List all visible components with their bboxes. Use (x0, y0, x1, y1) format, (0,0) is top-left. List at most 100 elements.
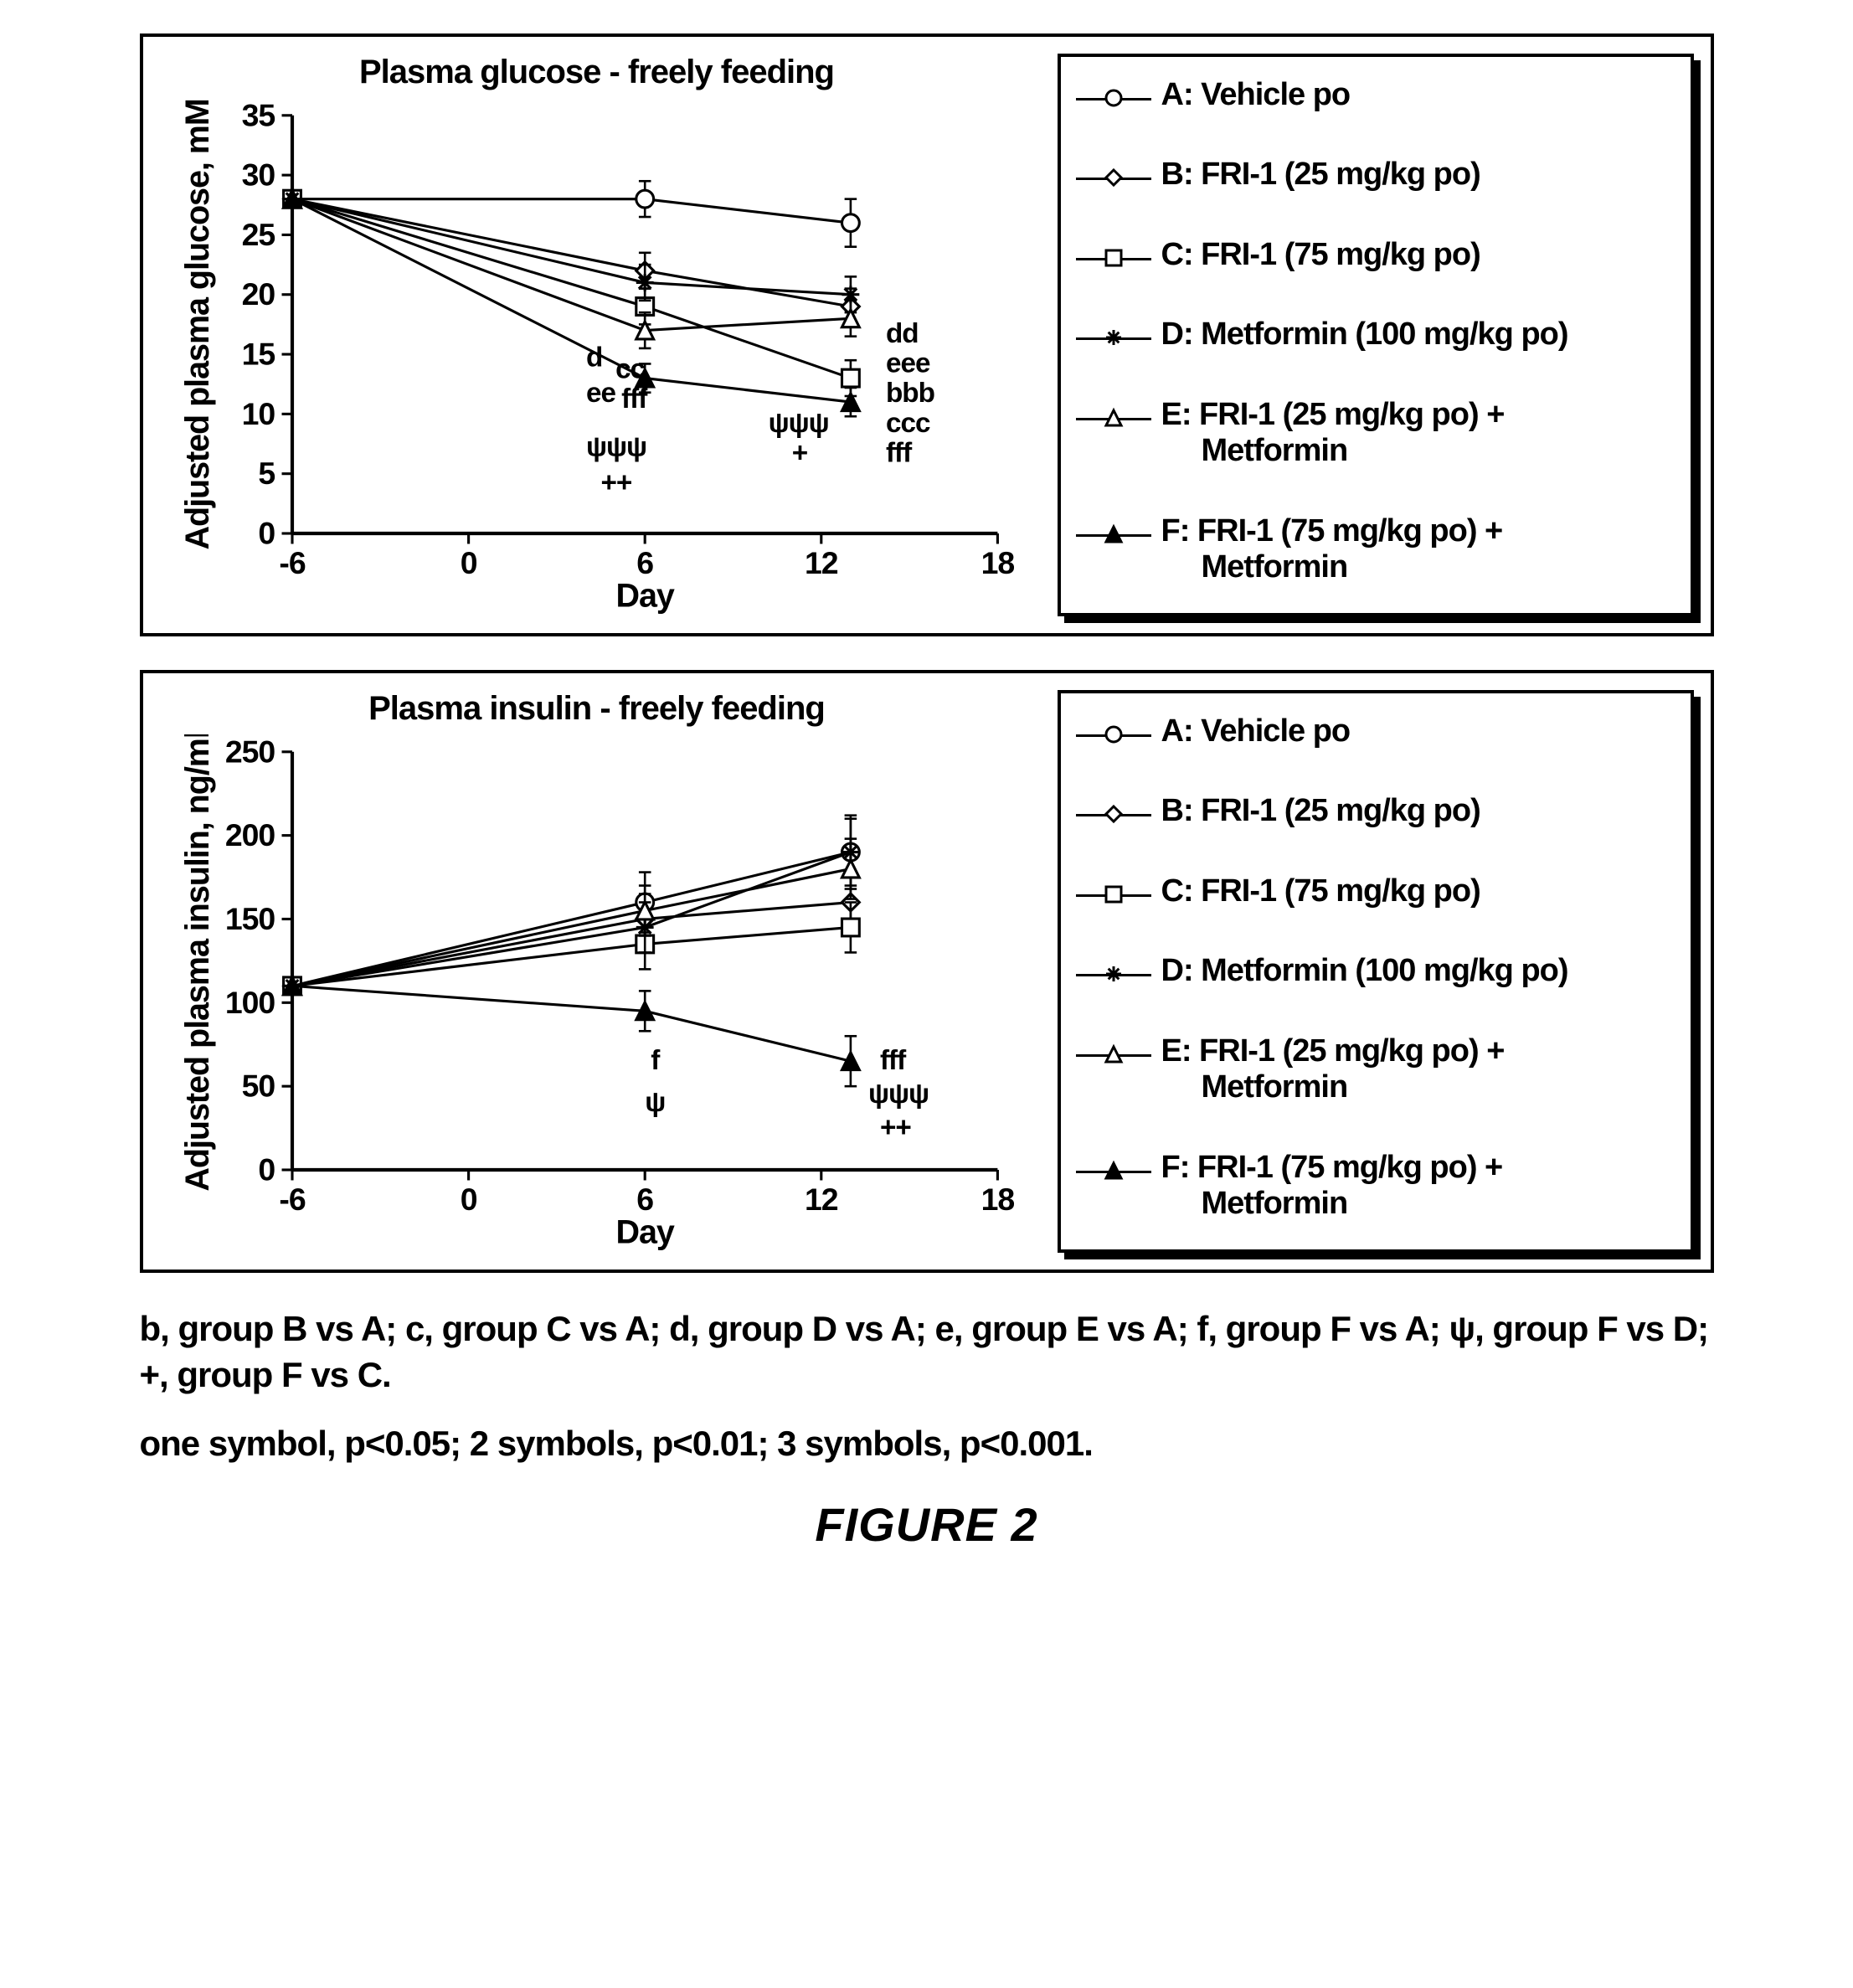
legend-marker-A (1076, 718, 1151, 750)
insulin-chart-area: Plasma insulin - freely feeding 0 50 100 15… (160, 690, 1034, 1253)
svg-text:30: 30 (241, 157, 275, 193)
insulin-panel: Plasma insulin - freely feeding 0 50 100 15… (140, 670, 1714, 1273)
legend-marker-E (1076, 402, 1151, 434)
svg-text:0: 0 (258, 1151, 275, 1187)
legend-marker-B (1076, 798, 1151, 830)
svg-text:++: ++ (600, 467, 631, 498)
caption-block: b, group B vs A; c, group C vs A; d, gro… (140, 1306, 1714, 1467)
svg-text:50: 50 (241, 1069, 275, 1104)
glucose-title: Plasma glucose - freely feeding (160, 54, 1034, 91)
svg-text:35: 35 (241, 98, 275, 132)
svg-text:dd: dd (886, 318, 919, 349)
svg-text:6: 6 (636, 1182, 653, 1217)
legend-item-C: C: FRI-1 (75 mg/kg po) (1076, 237, 1675, 274)
legend-label-B: B: FRI-1 (25 mg/kg po) (1161, 157, 1675, 193)
legend-label-A: A: Vehicle po (1161, 77, 1675, 114)
legend-item-C: C: FRI-1 (75 mg/kg po) (1076, 873, 1675, 910)
legend-marker-C (1076, 878, 1151, 910)
glucose-svg-wrap: 05101520253035-6061218DayAdjusted plasma… (160, 98, 1034, 621)
svg-text:fff: fff (886, 437, 913, 468)
caption-spacer (140, 1398, 1714, 1421)
svg-text:250: 250 (224, 734, 275, 769)
svg-text:ψψψ: ψψψ (586, 431, 646, 462)
legend-label-D: D: Metformin (100 mg/kg po) (1161, 317, 1675, 353)
glucose-chart-area: Plasma glucose - freely feeding 0 5 10 15 20… (160, 54, 1034, 616)
legend-item-F: F: FRI-1 (75 mg/kg po) +Metformin (1076, 1150, 1675, 1223)
svg-text:20: 20 (241, 276, 275, 312)
svg-text:0: 0 (460, 545, 476, 580)
svg-text:5: 5 (258, 456, 275, 491)
svg-text:Adjusted plasma glucose, mM: Adjusted plasma glucose, mM (179, 99, 216, 549)
legend-marker-D (1076, 958, 1151, 990)
insulin-svg-wrap: 050100150200250-6061218DayAdjusted plasm… (160, 734, 1034, 1257)
svg-text:6: 6 (636, 545, 653, 580)
svg-text:fff: fff (621, 384, 648, 415)
legend-item-D: D: Metformin (100 mg/kg po) (1076, 953, 1675, 990)
svg-text:Day: Day (615, 577, 674, 614)
svg-text:-6: -6 (279, 1182, 305, 1217)
legend-marker-A (1076, 82, 1151, 114)
caption-line-1: b, group B vs A; c, group C vs A; d, gro… (140, 1306, 1714, 1352)
svg-text:25: 25 (241, 217, 275, 252)
legend-marker-B (1076, 162, 1151, 193)
legend-marker-F (1076, 1155, 1151, 1187)
svg-text:eee: eee (886, 348, 930, 379)
legend-label-C: C: FRI-1 (75 mg/kg po) (1161, 873, 1675, 910)
legend-label-D: D: Metformin (100 mg/kg po) (1161, 953, 1675, 990)
svg-text:Adjusted plasma insulin, ng/ml: Adjusted plasma insulin, ng/ml (179, 734, 216, 1192)
legend-marker-F (1076, 518, 1151, 550)
legend-item-B: B: FRI-1 (25 mg/kg po) (1076, 157, 1675, 193)
legend-item-E: E: FRI-1 (25 mg/kg po) +Metformin (1076, 397, 1675, 470)
legend-label-F: F: FRI-1 (75 mg/kg po) +Metformin (1161, 513, 1675, 586)
glucose-panel: Plasma glucose - freely feeding 0 5 10 15 20… (140, 33, 1714, 636)
insulin-legend: A: Vehicle po B: FRI-1 (25 mg/kg po) C: FR… (1058, 690, 1694, 1253)
svg-text:ψ: ψ (645, 1087, 665, 1118)
svg-text:-6: -6 (279, 545, 305, 580)
caption-line-2: +, group F vs C. (140, 1352, 1714, 1398)
insulin-title: Plasma insulin - freely feeding (160, 690, 1034, 728)
svg-text:0: 0 (460, 1182, 476, 1217)
svg-text:++: ++ (880, 1112, 911, 1143)
legend-label-A: A: Vehicle po (1161, 713, 1675, 750)
svg-text:ψψψ: ψψψ (867, 1079, 928, 1110)
svg-text:fff: fff (880, 1045, 907, 1076)
insulin-svg: 050100150200250-6061218DayAdjusted plasm… (160, 734, 1034, 1257)
svg-text:150: 150 (224, 901, 275, 936)
legend-label-B: B: FRI-1 (25 mg/kg po) (1161, 793, 1675, 830)
svg-text:200: 200 (224, 817, 275, 852)
svg-text:12: 12 (805, 1182, 838, 1217)
legend-label-E: E: FRI-1 (25 mg/kg po) +Metformin (1161, 1033, 1675, 1106)
svg-text:ψψψ: ψψψ (768, 408, 828, 439)
legend-item-A: A: Vehicle po (1076, 713, 1675, 750)
svg-text:cc: cc (615, 354, 645, 385)
legend-item-B: B: FRI-1 (25 mg/kg po) (1076, 793, 1675, 830)
legend-item-F: F: FRI-1 (75 mg/kg po) +Metformin (1076, 513, 1675, 586)
caption-line-3: one symbol, p<0.05; 2 symbols, p<0.01; 3… (140, 1421, 1714, 1467)
legend-item-D: D: Metformin (100 mg/kg po) (1076, 317, 1675, 353)
svg-text:d: d (586, 342, 602, 373)
svg-text:f: f (651, 1045, 661, 1076)
svg-text:100: 100 (224, 985, 275, 1020)
legend-item-A: A: Vehicle po (1076, 77, 1675, 114)
legend-marker-C (1076, 242, 1151, 274)
legend-marker-D (1076, 322, 1151, 353)
glucose-legend: A: Vehicle po B: FRI-1 (25 mg/kg po) C: FR… (1058, 54, 1694, 616)
legend-item-E: E: FRI-1 (25 mg/kg po) +Metformin (1076, 1033, 1675, 1106)
svg-text:bbb: bbb (886, 378, 934, 409)
legend-label-C: C: FRI-1 (75 mg/kg po) (1161, 237, 1675, 274)
legend-marker-E (1076, 1038, 1151, 1070)
svg-text:Day: Day (615, 1213, 674, 1250)
svg-text:ccc: ccc (886, 408, 930, 439)
glucose-svg: 05101520253035-6061218DayAdjusted plasma… (160, 98, 1034, 621)
svg-text:15: 15 (241, 337, 275, 372)
svg-text:+: + (791, 437, 807, 468)
legend-label-E: E: FRI-1 (25 mg/kg po) +Metformin (1161, 397, 1675, 470)
svg-text:10: 10 (241, 396, 275, 431)
figure-label: FIGURE 2 (33, 1497, 1820, 1552)
svg-text:18: 18 (981, 1182, 1014, 1217)
svg-text:18: 18 (981, 545, 1014, 580)
svg-text:0: 0 (258, 515, 275, 550)
legend-label-F: F: FRI-1 (75 mg/kg po) +Metformin (1161, 1150, 1675, 1223)
svg-text:ee: ee (586, 378, 615, 409)
svg-text:12: 12 (805, 545, 838, 580)
